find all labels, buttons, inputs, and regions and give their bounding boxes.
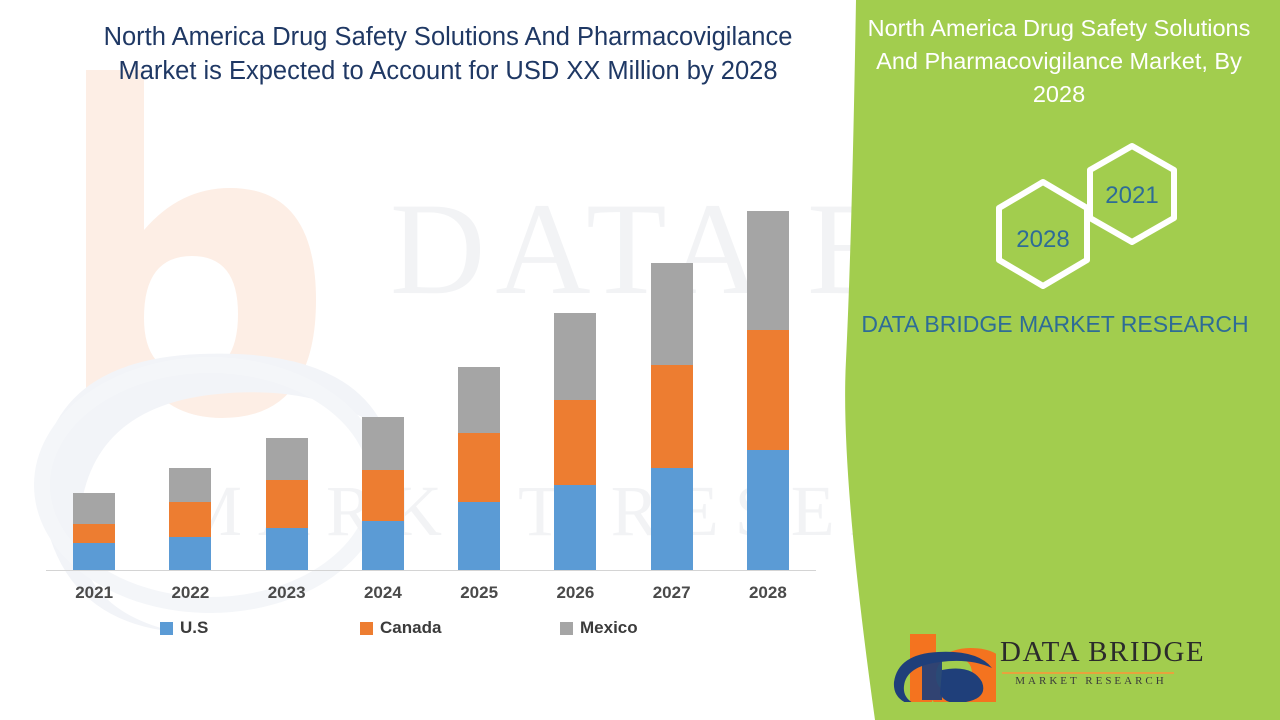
bar-segment-us (554, 485, 597, 570)
legend-swatch-icon (160, 621, 173, 635)
x-axis-line (46, 570, 816, 571)
x-axis-label: 2028 (748, 583, 787, 602)
bar-segment-mexico (554, 313, 597, 400)
bar-segment-us (169, 537, 212, 570)
legend-label: Canada (380, 618, 442, 637)
bar-segment-us (458, 502, 501, 570)
legend-item-us[interactable]: U.S (160, 618, 208, 638)
x-axis-label: 2027 (652, 583, 691, 602)
logo-mark-icon (893, 634, 996, 702)
hexagon-badges: 2021 2028 (975, 140, 1205, 290)
bar-segment-canada (361, 470, 404, 521)
x-axis-label: 2021 (75, 583, 114, 602)
bar-segment-canada (554, 400, 597, 485)
bar-segment-mexico (650, 263, 693, 365)
bar-group (265, 438, 308, 570)
logo-title: DATA BRIDGE (1000, 636, 1206, 668)
brand-name-text: DATA BRIDGE MARKET RESEARCH (861, 311, 1249, 337)
bar-group (73, 493, 116, 570)
bar-segment-us (746, 450, 789, 570)
x-axis-labels: 2021 2022 2023 2024 2025 2026 2027 2028 (46, 583, 816, 607)
green-panel-content: North America Drug Safety Solutions And … (820, 0, 1280, 720)
right-green-panel: North America Drug Safety Solutions And … (820, 0, 1280, 720)
chart-title: North America Drug Safety Solutions And … (103, 23, 793, 85)
bar-segment-mexico (169, 468, 212, 502)
bar-segment-us (73, 543, 116, 570)
logo-divider (1002, 672, 1174, 674)
x-axis-label: 2022 (171, 583, 210, 602)
bar-segment-canada (265, 480, 308, 528)
bar-segment-us (650, 468, 693, 570)
bar-group (458, 367, 501, 570)
bar-segment-canada (169, 502, 212, 537)
panel-title: North America Drug Safety Solutions And … (867, 15, 1251, 107)
legend-label: U.S (180, 618, 209, 637)
bar-segment-us (265, 528, 308, 570)
legend-item-mexico[interactable]: Mexico (560, 618, 638, 638)
bar-segment-canada (746, 330, 789, 450)
hexagon-2028-label: 2028 (1016, 226, 1070, 253)
legend-label: Mexico (580, 618, 638, 637)
bar-group (169, 468, 212, 570)
x-axis-label: 2026 (556, 583, 595, 602)
bar-group (361, 417, 404, 570)
bar-segment-mexico (458, 367, 501, 433)
bar-segment-canada (458, 433, 501, 502)
bar-segment-mexico (361, 417, 404, 470)
legend-swatch-icon (360, 621, 373, 635)
hexagon-2028-shape (996, 179, 1090, 289)
legend-item-canada[interactable]: Canada (360, 618, 441, 638)
bar-segment-canada (650, 365, 693, 468)
bar-segment-mexico (265, 438, 308, 480)
bar-segment-us (361, 521, 404, 570)
bar-group (650, 263, 693, 570)
bar-segment-mexico (746, 211, 789, 330)
chart-legend: U.S Canada Mexico (160, 618, 740, 642)
bar-segment-canada (73, 524, 116, 543)
hexagon-2021-shape (1087, 143, 1177, 245)
x-axis-label: 2023 (267, 583, 306, 602)
hexagon-2021-label: 2021 (1105, 182, 1159, 209)
bar-group (554, 313, 597, 570)
bar-group (746, 211, 789, 570)
logo-subtitle: MARKET RESEARCH (1015, 675, 1167, 687)
bar-segment-mexico (73, 493, 116, 524)
x-axis-label: 2025 (460, 583, 499, 602)
chart-plot-area (46, 130, 816, 571)
legend-swatch-icon (560, 621, 573, 635)
hexagon-outlines-icon (996, 143, 1177, 289)
x-axis-label: 2024 (363, 583, 402, 602)
data-bridge-logo: DATA BRIDGE MARKET RESEARCH (890, 630, 1204, 702)
